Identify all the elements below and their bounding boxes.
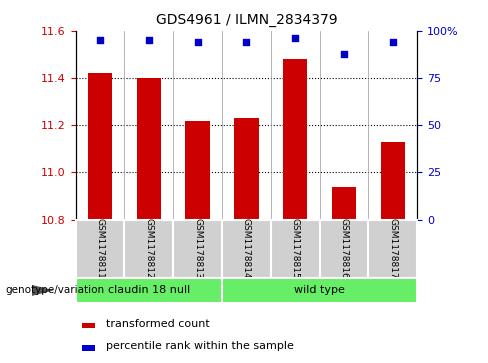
Bar <box>185 121 210 220</box>
Text: claudin 18 null: claudin 18 null <box>108 285 190 295</box>
Bar <box>381 142 405 220</box>
Text: GSM1178813: GSM1178813 <box>193 218 202 279</box>
Bar <box>173 220 222 278</box>
Point <box>340 50 348 56</box>
Point <box>389 39 397 45</box>
Text: genotype/variation: genotype/variation <box>5 285 104 295</box>
Bar <box>82 345 95 351</box>
Bar <box>234 118 259 220</box>
Point <box>243 39 250 45</box>
Point <box>194 39 202 45</box>
Text: GSM1178816: GSM1178816 <box>340 218 348 279</box>
Text: GSM1178815: GSM1178815 <box>291 218 300 279</box>
Bar <box>271 220 320 278</box>
Point <box>291 36 299 41</box>
Bar <box>222 278 417 303</box>
Bar <box>76 278 222 303</box>
Text: wild type: wild type <box>294 285 345 295</box>
Bar <box>76 220 124 278</box>
Title: GDS4961 / ILMN_2834379: GDS4961 / ILMN_2834379 <box>156 13 337 27</box>
Text: GSM1178817: GSM1178817 <box>388 218 397 279</box>
Text: GSM1178811: GSM1178811 <box>96 218 104 279</box>
Bar <box>283 59 307 220</box>
Bar <box>332 187 356 220</box>
Text: GSM1178814: GSM1178814 <box>242 218 251 279</box>
Bar <box>320 220 368 278</box>
Bar <box>222 220 271 278</box>
Bar <box>124 220 173 278</box>
Text: percentile rank within the sample: percentile rank within the sample <box>106 341 294 351</box>
Bar <box>88 73 112 220</box>
Bar <box>368 220 417 278</box>
Point <box>145 37 153 43</box>
Text: transformed count: transformed count <box>106 319 210 329</box>
Text: GSM1178812: GSM1178812 <box>144 218 153 279</box>
Bar <box>137 78 161 220</box>
Bar <box>82 323 95 329</box>
Point <box>96 37 104 43</box>
Polygon shape <box>32 285 54 296</box>
